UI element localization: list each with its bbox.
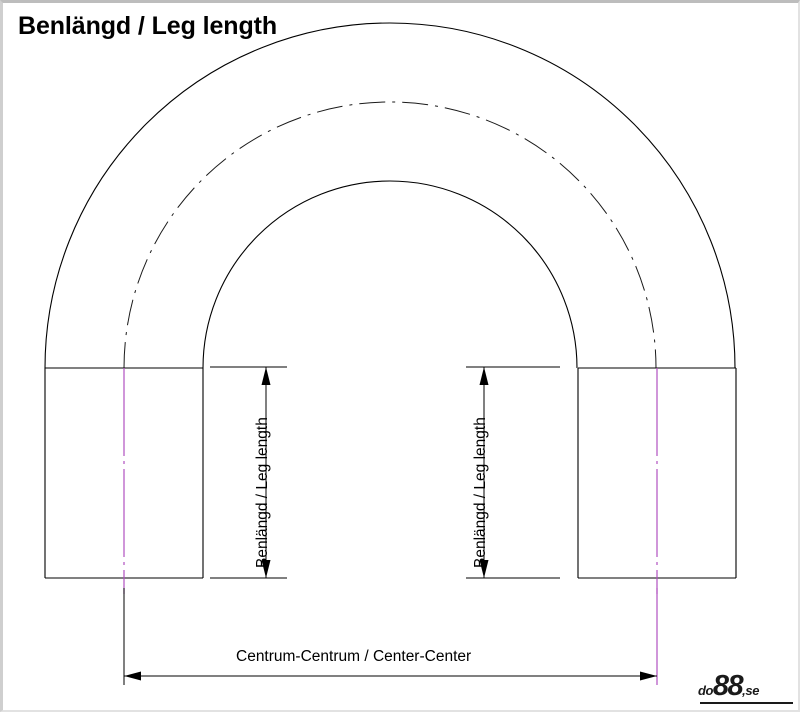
center-dim-arrow-right: [640, 671, 657, 681]
outer-wall-arc: [44, 22, 736, 369]
page-title: Benlängd / Leg length: [18, 12, 278, 40]
center-to-center-label: Centrum-Centrum / Center-Center: [236, 648, 472, 665]
right-leg-dim-arrow-top: [479, 367, 489, 385]
bend-centerline-arc: [123, 101, 657, 369]
leg-length-label-left: Benlängd / Leg length: [254, 417, 271, 568]
left-leg-dim-arrow-bottom: [261, 560, 271, 578]
logo-suffix-text: ,se: [742, 683, 760, 698]
right-leg-dim-arrow-bottom: [479, 560, 489, 578]
leg-length-label-right: Benlängd / Leg length: [472, 417, 489, 568]
logo-prefix-text: do: [698, 683, 713, 698]
logo-number-text: 88: [712, 670, 744, 702]
do88-logo[interactable]: do 88 ,se: [698, 670, 793, 704]
left-leg-dim-arrow-top: [261, 367, 271, 385]
inner-wall-arc: [202, 180, 578, 369]
logo-underline: [700, 702, 793, 704]
center-dim-arrow-left: [124, 671, 141, 681]
